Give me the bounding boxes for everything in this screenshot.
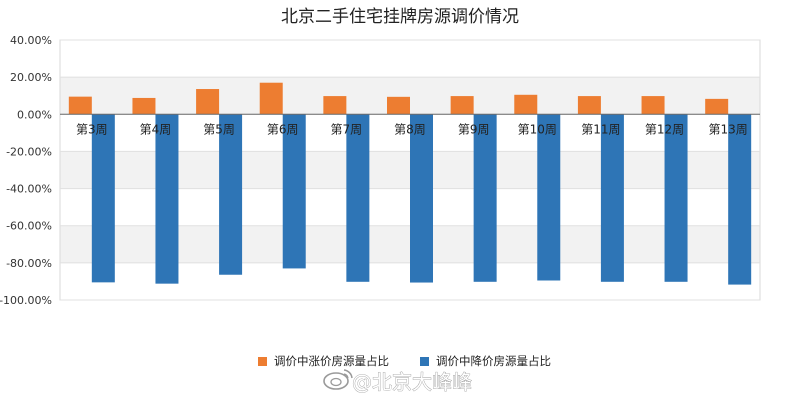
legend-swatch xyxy=(258,357,267,366)
bars xyxy=(68,82,752,285)
bar-up xyxy=(259,82,283,115)
weibo-logo-icon xyxy=(323,369,353,390)
bar-down xyxy=(473,114,497,282)
y-tick-label: 20.00% xyxy=(10,71,52,84)
legend-label: 调价中降价房源量占比 xyxy=(436,354,551,368)
bar-down xyxy=(91,114,115,283)
y-tick-label: -60.00% xyxy=(6,220,52,233)
x-tick-label: 第10周 xyxy=(518,122,557,136)
bar-up xyxy=(68,96,92,115)
bar-up xyxy=(514,94,538,115)
y-tick-label: 0.00% xyxy=(17,108,52,121)
chart-title: 北京二手住宅挂牌房源调价情况 xyxy=(281,7,519,27)
bar-up xyxy=(577,96,601,115)
watermark: @北京大峰峰 xyxy=(323,369,472,394)
x-tick-label: 第4周 xyxy=(140,122,172,136)
bar-up xyxy=(323,96,347,115)
category-labels: 第3周 第4周 第5周 第6周 第7周 第8周 第9周 第10周 第11周 第12周 第13周 xyxy=(76,122,748,136)
legend-swatch xyxy=(420,357,429,366)
bar-up xyxy=(196,89,220,115)
x-tick-label: 第5周 xyxy=(203,122,235,136)
x-tick-label: 第11周 xyxy=(581,122,620,136)
y-tick-label: -80.00% xyxy=(6,257,52,270)
bar-up xyxy=(705,98,729,115)
y-tick-label: -40.00% xyxy=(6,183,52,196)
x-tick-label: 第8周 xyxy=(394,122,426,136)
bar-up xyxy=(132,97,156,115)
x-tick-label: 第3周 xyxy=(76,122,108,136)
bar-down xyxy=(728,114,752,285)
bar-down xyxy=(155,114,179,284)
y-tick-label: 40.00% xyxy=(10,34,52,47)
bar-down xyxy=(219,114,243,275)
watermark-text: @北京大峰峰 xyxy=(352,370,472,394)
bar-down xyxy=(410,114,433,283)
bar-down xyxy=(537,114,561,281)
bar-up xyxy=(641,96,665,115)
x-tick-label: 第7周 xyxy=(331,122,363,136)
x-tick-label: 第13周 xyxy=(709,122,748,136)
y-axis: 40.00% 20.00% 0.00% -20.00% -40.00% -60.00% -8… xyxy=(0,34,52,307)
x-tick-label: 第6周 xyxy=(267,122,299,136)
legend: 调价中涨价房源量占比 调价中降价房源量占比 xyxy=(258,354,551,368)
bar-up xyxy=(450,96,474,115)
bar-down xyxy=(600,114,624,282)
y-tick-label: -100.00% xyxy=(0,294,52,307)
y-tick-label: -20.00% xyxy=(6,145,52,158)
x-tick-label: 第12周 xyxy=(645,122,684,136)
bar-down xyxy=(346,114,370,282)
bar-up xyxy=(387,96,410,115)
bar-down xyxy=(282,114,306,269)
legend-label: 调价中涨价房源量占比 xyxy=(274,354,389,368)
bar-down xyxy=(664,114,688,282)
x-tick-label: 第9周 xyxy=(458,122,490,136)
